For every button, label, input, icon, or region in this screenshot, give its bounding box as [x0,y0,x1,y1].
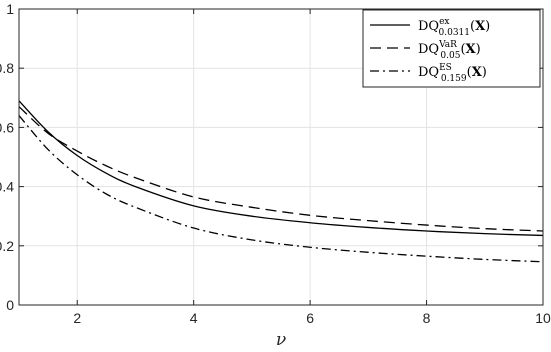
legend-label-2: DQES 0.159(X) [418,63,487,84]
x-axis-label: ν [276,330,286,350]
y-tick-label: 0.6 [0,119,14,135]
legend: DQex 0.0311(X)DQVaR 0.05(X)DQES 0.159(X) [362,9,541,88]
y-tick-label: 0.8 [0,60,14,76]
y-tick-label: 0 [6,297,14,313]
series-lines [18,100,544,263]
x-tick-label: 6 [306,310,314,326]
x-tick-label: 2 [73,310,81,326]
x-tick-label: 4 [190,310,198,326]
y-tick-label: 1 [6,1,14,17]
x-tick-label: 10 [535,310,551,326]
series-line-0 [18,100,544,237]
series-line-2 [18,115,544,263]
plot-frame [18,8,544,306]
x-tick-label: 8 [423,310,431,326]
legend-label-1: DQVaR 0.05(X) [418,40,481,61]
tick-labels: 2 4 6 8 10 0 0.2 0.4 0.6 0.8 1 [0,1,551,326]
series-line-1 [18,106,544,232]
legend-label-0: DQex 0.0311(X) [418,17,490,38]
y-tick-label: 0.4 [0,179,14,195]
y-tick-label: 0.2 [0,238,14,254]
